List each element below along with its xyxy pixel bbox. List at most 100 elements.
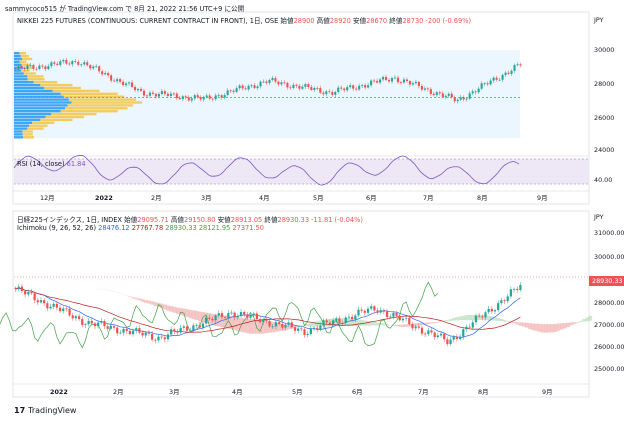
candle-body: [46, 303, 49, 309]
kumo-segment: [461, 315, 466, 321]
candle-body: [32, 64, 35, 69]
candle-body: [190, 98, 193, 101]
candle-body: [309, 328, 312, 334]
candle-body: [471, 322, 474, 328]
candle-body: [474, 91, 477, 93]
vp-bar-down: [45, 115, 84, 119]
kumo-segment: [502, 319, 507, 322]
vp-bar-up: [14, 104, 68, 107]
candle-body: [17, 286, 20, 290]
pane1-close-label: 終値: [389, 17, 403, 25]
tradingview-logo[interactable]: 17 TradingView: [14, 406, 76, 415]
candle-body: [507, 72, 510, 74]
candle-body: [379, 310, 382, 313]
vp-bar-down: [23, 136, 35, 139]
candle-body: [220, 95, 223, 98]
candle-body: [271, 326, 274, 328]
candle-body: [465, 326, 468, 330]
candle-body: [357, 309, 360, 316]
kumo-segment: [356, 319, 361, 326]
kumo-segment: [141, 299, 145, 302]
kumo-segment: [379, 322, 383, 326]
kijun-line: [15, 287, 521, 333]
candle-body: [189, 330, 192, 332]
candle-body: [389, 316, 392, 318]
candle-body: [182, 326, 185, 328]
candle-body: [286, 82, 289, 88]
candle-body: [455, 336, 459, 340]
vp-bar-up: [14, 81, 34, 84]
candle-body: [138, 328, 141, 333]
kumo-segment: [350, 318, 355, 326]
candle-body: [201, 323, 205, 328]
candle-body: [280, 82, 283, 85]
candle-body: [481, 316, 484, 318]
candle-body: [401, 318, 405, 321]
candle-body: [104, 73, 107, 75]
kumo-segment: [420, 322, 424, 325]
rsi-value: 61.84: [66, 160, 86, 168]
rsi-line: [13, 154, 520, 186]
vp-bar-up: [14, 115, 46, 119]
candle-body: [100, 321, 103, 323]
kumo-segment: [245, 318, 250, 334]
kumo-segment: [137, 298, 142, 301]
kumo-segment: [144, 299, 148, 303]
candle-body: [459, 97, 462, 100]
candle-body: [157, 336, 160, 341]
candle-body: [519, 64, 522, 66]
candle-body: [387, 79, 391, 82]
candle-body: [489, 80, 492, 85]
pane2-frame: [12, 210, 590, 398]
vp-bar-up: [14, 95, 64, 98]
candle-body: [295, 84, 298, 86]
candle-body: [139, 88, 143, 91]
kumo-segment: [515, 322, 520, 325]
vp-bar-down: [27, 78, 45, 81]
candle-body: [379, 79, 382, 83]
candle-body: [259, 81, 262, 87]
candle-body: [205, 95, 208, 97]
kumo-segment: [163, 304, 167, 310]
vp-bar-up: [14, 112, 52, 116]
vp-bar-up: [14, 101, 72, 104]
kumo-segment: [229, 316, 234, 330]
candle-body: [110, 75, 113, 81]
kumo-segment: [423, 322, 428, 325]
candle-body: [367, 85, 370, 88]
candle-body: [384, 76, 388, 80]
candle-body: [233, 312, 236, 318]
kumo-segment: [464, 315, 469, 321]
candle-body: [420, 327, 424, 334]
candle-body: [181, 96, 184, 100]
candle-body: [163, 91, 166, 94]
candle-body: [289, 87, 292, 89]
candle-body: [486, 83, 489, 85]
candle-body: [373, 306, 376, 311]
candle-body: [230, 312, 233, 314]
candle-body: [493, 310, 497, 312]
kumo-segment: [506, 321, 510, 322]
candle-body: [426, 88, 429, 90]
candle-body: [513, 65, 516, 71]
kumo-segment: [553, 323, 558, 332]
kumo-segment: [560, 323, 564, 330]
pane2-open-value: 29095.71: [137, 216, 169, 224]
pane2-ytick: 31000.00: [594, 229, 624, 237]
kumo-segment: [582, 318, 586, 322]
candle-body: [77, 61, 80, 65]
pane2-header: 日経225インデックス, 1日, INDEX 始値29095.71 高値2915…: [17, 214, 363, 224]
pane2-ytick: 30000.00: [594, 253, 624, 261]
candle-body: [211, 98, 214, 100]
kumo-segment: [468, 314, 472, 321]
kumo-segment: [395, 324, 399, 327]
pane2-xtick: 2月: [113, 388, 123, 396]
candle-body: [154, 93, 157, 97]
vp-bar-up: [14, 60, 20, 64]
ichimoku-legend: Ichimoku (9, 26, 52, 26) 28476.12 27767.…: [17, 224, 264, 232]
pane1-ytick: 28000: [594, 80, 614, 88]
candle-body: [145, 95, 149, 97]
candle-body: [300, 328, 303, 330]
candle-body: [55, 303, 58, 308]
candle-body: [241, 85, 244, 89]
